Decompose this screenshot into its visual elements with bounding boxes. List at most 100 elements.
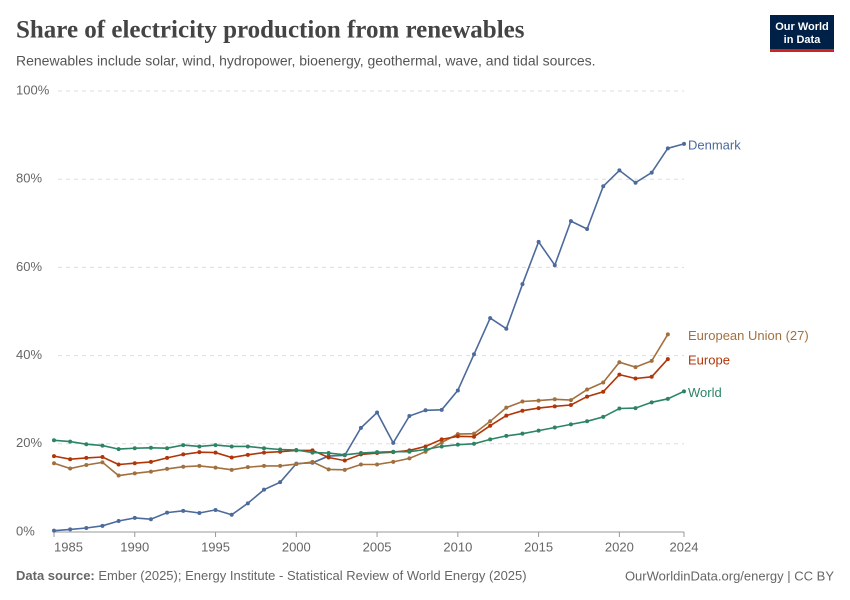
data-point bbox=[552, 263, 557, 268]
data-point bbox=[165, 466, 170, 471]
data-point bbox=[197, 463, 202, 468]
data-point bbox=[568, 402, 573, 407]
data-point bbox=[278, 480, 283, 485]
data-point bbox=[649, 374, 654, 379]
data-point bbox=[488, 316, 493, 321]
data-point bbox=[100, 523, 105, 528]
data-point bbox=[262, 463, 266, 468]
data-point bbox=[665, 332, 670, 337]
data-point bbox=[197, 511, 202, 516]
data-point bbox=[100, 455, 105, 460]
data-point bbox=[181, 443, 186, 448]
series-line bbox=[53, 390, 685, 456]
data-point bbox=[633, 180, 638, 185]
data-point bbox=[52, 528, 56, 533]
data-point bbox=[504, 413, 509, 418]
x-tick-label: 1985 bbox=[54, 539, 83, 554]
data-point bbox=[488, 419, 493, 424]
data-point bbox=[165, 446, 170, 451]
data-point bbox=[358, 451, 363, 456]
data-point bbox=[536, 406, 541, 411]
data-point bbox=[197, 450, 202, 455]
data-point bbox=[585, 227, 590, 232]
data-point bbox=[633, 365, 638, 370]
data-point bbox=[326, 467, 331, 472]
logo-text: in Data bbox=[784, 34, 822, 46]
y-tick-label: 0% bbox=[16, 523, 35, 538]
x-tick-label: 2015 bbox=[524, 539, 553, 554]
data-point bbox=[455, 388, 460, 393]
data-point bbox=[68, 457, 73, 462]
data-point bbox=[342, 458, 347, 463]
data-point bbox=[568, 422, 573, 427]
data-point bbox=[665, 396, 670, 401]
data-point bbox=[116, 462, 121, 467]
y-tick-label: 80% bbox=[16, 171, 42, 186]
data-point bbox=[536, 398, 541, 403]
data-point bbox=[601, 184, 606, 189]
data-point bbox=[665, 357, 670, 362]
data-point bbox=[504, 433, 509, 438]
source-label: Data source: bbox=[16, 568, 95, 583]
data-point bbox=[116, 447, 121, 452]
data-point bbox=[391, 459, 396, 464]
legend-label: World bbox=[688, 385, 722, 400]
data-point bbox=[633, 376, 638, 381]
data-point bbox=[342, 452, 347, 457]
data-point bbox=[181, 508, 186, 513]
data-point bbox=[520, 431, 525, 436]
data-point bbox=[552, 404, 557, 409]
chart-title: Share of electricity production from ren… bbox=[16, 17, 525, 44]
legend-label: Europe bbox=[688, 353, 730, 368]
data-point bbox=[181, 464, 186, 469]
data-point bbox=[375, 462, 380, 467]
data-point bbox=[278, 463, 283, 468]
data-point bbox=[520, 282, 525, 287]
data-point bbox=[52, 438, 56, 443]
data-point bbox=[165, 510, 170, 515]
data-point bbox=[245, 465, 250, 470]
data-point bbox=[132, 446, 137, 451]
data-point bbox=[617, 406, 622, 411]
data-point bbox=[391, 449, 396, 454]
data-point bbox=[213, 450, 218, 455]
data-point bbox=[391, 440, 396, 445]
data-point bbox=[423, 447, 428, 452]
data-point bbox=[617, 372, 622, 377]
data-point bbox=[52, 461, 56, 466]
data-point bbox=[148, 445, 153, 450]
data-point bbox=[229, 467, 234, 472]
data-point bbox=[116, 518, 121, 523]
data-point bbox=[52, 454, 56, 459]
data-point bbox=[68, 527, 73, 532]
data-point bbox=[132, 515, 137, 520]
data-point bbox=[116, 473, 121, 478]
data-point bbox=[585, 387, 590, 392]
data-point bbox=[245, 444, 250, 449]
data-point bbox=[649, 400, 654, 405]
data-point bbox=[552, 397, 557, 402]
data-point bbox=[100, 460, 105, 465]
x-tick-label: 2024 bbox=[670, 539, 699, 554]
data-point bbox=[326, 455, 331, 460]
data-point bbox=[68, 439, 73, 444]
y-tick-label: 60% bbox=[16, 259, 42, 274]
data-point bbox=[472, 441, 476, 446]
data-point bbox=[132, 471, 137, 476]
data-point bbox=[488, 423, 493, 428]
data-point bbox=[407, 456, 412, 461]
data-point bbox=[617, 168, 622, 173]
data-point bbox=[262, 487, 266, 492]
data-point bbox=[294, 447, 299, 452]
data-point bbox=[68, 466, 73, 471]
data-point bbox=[536, 428, 541, 433]
x-tick-label: 1990 bbox=[120, 539, 149, 554]
data-point bbox=[504, 405, 509, 410]
chart-subtitle: Renewables include solar, wind, hydropow… bbox=[16, 53, 596, 69]
data-point bbox=[455, 434, 460, 439]
data-point bbox=[310, 450, 315, 455]
data-point bbox=[536, 239, 541, 244]
data-point bbox=[310, 459, 315, 464]
data-point bbox=[326, 451, 331, 456]
